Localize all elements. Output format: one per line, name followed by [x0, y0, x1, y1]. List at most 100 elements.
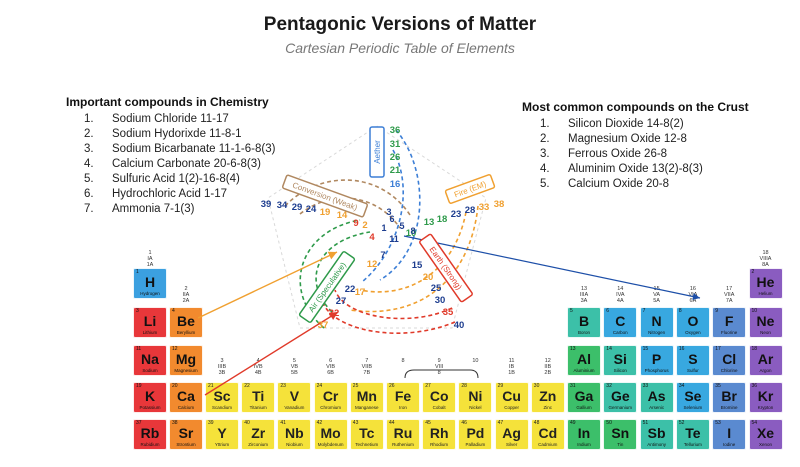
element-name: Zinc: [543, 405, 553, 410]
element-symbol: Ru: [393, 425, 413, 441]
element-name: Palladium: [465, 442, 486, 447]
atomic-number: 22: [244, 383, 250, 389]
element-cell-sb: 51 Sb Antimony: [639, 419, 674, 450]
element-cell-ag: 47 Ag Silver: [494, 419, 529, 450]
atomic-number: 51: [642, 420, 649, 426]
element-name: Iodine: [723, 442, 736, 447]
axis-number: 10: [406, 228, 417, 239]
element-name: Potassium: [139, 405, 161, 410]
group-label: 18 VIIIA 8A: [759, 250, 772, 268]
atomic-number: 2: [751, 269, 755, 275]
element-symbol: Ca: [177, 388, 195, 404]
atomic-number: 18: [751, 346, 758, 352]
group-label: 11 IB 1B: [508, 358, 515, 376]
axis-number: 40: [454, 320, 465, 331]
group-label: 13 IIIA 3A: [579, 286, 589, 304]
axis-label-frame: [419, 233, 473, 303]
element-cell-se: 34 Se Selenium: [675, 382, 710, 413]
atomic-number: 25: [352, 383, 359, 389]
atomic-number: 36: [751, 383, 758, 389]
element-name: Nitrogen: [648, 330, 666, 335]
atomic-number: 4: [172, 308, 175, 314]
atomic-number: 54: [751, 420, 758, 426]
element-name: Sodium: [142, 368, 158, 373]
group-label: 14 IVA 4A: [616, 286, 625, 304]
element-cell-sc: 21 Sc Scandium: [205, 382, 239, 413]
axis-number: 30: [435, 295, 446, 306]
atomic-number: 42: [316, 420, 323, 426]
element-symbol: Nb: [285, 425, 304, 441]
element-symbol: He: [756, 274, 775, 290]
element-name: Nickel: [469, 405, 482, 410]
element-symbol: Rh: [429, 425, 449, 441]
element-cell-cu: 29 Cu Copper: [494, 382, 529, 413]
element-symbol: Sr: [178, 425, 194, 441]
element-name: Germanium: [608, 405, 633, 410]
axis-number: 33: [479, 202, 490, 213]
element-symbol: Co: [429, 388, 449, 404]
element-name: Krypton: [757, 405, 774, 410]
element-name: Calcium: [177, 405, 195, 410]
element-cell-s: 16 S Sulfur: [675, 345, 710, 376]
axis-number: 16: [390, 179, 401, 190]
element-name: Chromium: [320, 405, 341, 410]
atomic-number: 37: [136, 420, 142, 426]
atomic-number: 33: [642, 383, 649, 389]
inner-number: 11: [389, 234, 399, 244]
axis-number: 13: [424, 217, 435, 228]
element-name: Tellurium: [683, 442, 702, 447]
element-name: Argon: [759, 368, 772, 373]
atomic-number: 5: [570, 308, 573, 314]
element-symbol: N: [651, 313, 662, 329]
element-name: Chlorine: [720, 368, 738, 373]
element-cell-i: 53 I Iodine: [712, 419, 747, 450]
element-name: Magnesium: [174, 368, 198, 373]
group-label: 3 IIIB 3B: [217, 358, 227, 376]
element-symbol: H: [144, 274, 156, 290]
element-name: Phosphorus: [644, 368, 669, 373]
element-symbol: Be: [177, 313, 195, 329]
spiral-curve: [315, 231, 371, 313]
element-cell-fe: 26 Fe Iron: [386, 382, 420, 413]
element-symbol: V: [289, 388, 300, 404]
axis-number: 20: [423, 272, 434, 283]
atomic-number: 1: [136, 269, 139, 275]
axis-number: 28: [465, 205, 476, 216]
element-symbol: Li: [143, 313, 157, 329]
atomic-number: 15: [642, 346, 649, 352]
axis-label-frame: [298, 251, 356, 323]
element-symbol: Kr: [757, 388, 774, 404]
element-name: Ruthenium: [392, 442, 414, 447]
list-item: 7. Ammonia 7-1(3): [84, 203, 195, 215]
inner-number: 5: [399, 221, 404, 231]
element-name: Iron: [399, 405, 407, 410]
axis-number: 12: [367, 259, 378, 270]
element-cell-pd: 46 Pd Palladium: [458, 419, 493, 450]
atomic-number: 49: [570, 420, 576, 426]
element-name: Oxygen: [685, 330, 701, 335]
element-cell-ni: 28 Ni Nickel: [458, 382, 493, 413]
element-symbol: Na: [141, 351, 159, 367]
axis-label-frame: [369, 126, 385, 178]
atomic-number: 3: [136, 308, 139, 314]
atomic-number: 43: [352, 420, 359, 426]
atomic-number: 50: [606, 420, 612, 426]
group-label: 5 VB 5B: [290, 358, 299, 376]
arrow-connector: [204, 311, 339, 396]
spiral-curve: [349, 205, 479, 313]
element-cell-cr: 24 Cr Chromium: [313, 382, 348, 413]
atomic-number: 31: [570, 383, 576, 389]
spiral-curve: [299, 219, 361, 329]
atomic-number: 48: [533, 420, 540, 426]
atomic-number: 29: [497, 383, 504, 389]
element-symbol: Ga: [574, 388, 594, 404]
element-symbol: Fe: [394, 388, 412, 404]
element-cell-na: 11 Na Sodium: [133, 345, 167, 376]
atomic-number: 45: [425, 420, 431, 426]
element-name: Titanium: [249, 405, 267, 410]
atomic-number: 16: [678, 346, 685, 352]
list-item: 1. Silicon Dioxide 14-8(2): [540, 118, 684, 130]
axis-number: 21: [390, 165, 401, 176]
group-label: 9 VIII 8: [435, 358, 444, 376]
element-name: Technetium: [355, 442, 379, 447]
